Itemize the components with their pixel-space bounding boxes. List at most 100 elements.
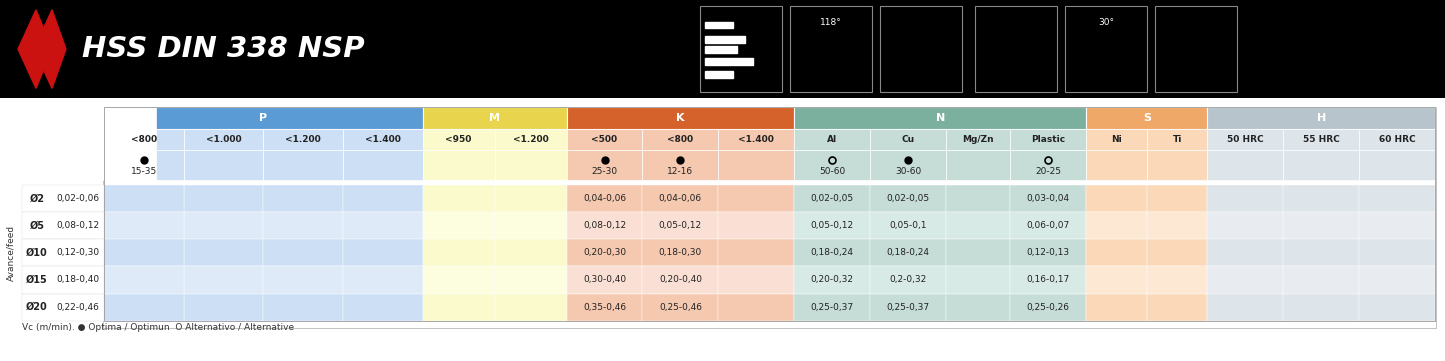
Bar <box>705 36 746 43</box>
Text: 0,2-0,32: 0,2-0,32 <box>889 275 926 284</box>
Bar <box>1360 149 1435 180</box>
Bar <box>342 212 422 239</box>
Text: 60 HRC: 60 HRC <box>1379 135 1416 144</box>
Bar <box>104 185 184 212</box>
Bar <box>795 149 870 180</box>
Text: 15-35: 15-35 <box>130 167 158 176</box>
Text: 0,02-0,05: 0,02-0,05 <box>811 194 854 203</box>
Bar <box>1208 212 1283 239</box>
Bar <box>263 293 342 321</box>
Bar <box>566 129 643 149</box>
Text: 0,05-0,12: 0,05-0,12 <box>659 221 702 230</box>
Bar <box>1087 129 1147 149</box>
Text: 0,30-0,40: 0,30-0,40 <box>582 275 626 284</box>
Text: 0,12-0,13: 0,12-0,13 <box>1026 248 1069 257</box>
Bar <box>643 293 718 321</box>
Text: 0,25-0,46: 0,25-0,46 <box>659 303 702 312</box>
Bar <box>184 212 263 239</box>
Bar <box>1087 149 1147 180</box>
Bar <box>1010 266 1087 293</box>
Bar <box>1208 185 1283 212</box>
Bar <box>870 293 946 321</box>
Bar <box>1087 185 1147 212</box>
Bar <box>22 149 156 180</box>
Bar <box>718 185 795 212</box>
Text: Ø2: Ø2 <box>29 193 45 203</box>
Bar <box>184 239 263 266</box>
Bar <box>1208 266 1283 293</box>
Text: Al: Al <box>827 135 837 144</box>
Bar <box>870 266 946 293</box>
Bar <box>104 212 184 239</box>
Bar <box>184 129 263 149</box>
Bar <box>795 266 870 293</box>
Bar <box>566 266 643 293</box>
Bar <box>643 149 718 180</box>
Bar <box>103 107 1436 328</box>
Bar <box>566 212 643 239</box>
Bar <box>1360 129 1435 149</box>
Bar <box>1360 212 1435 239</box>
Text: <1.200: <1.200 <box>285 135 321 144</box>
Bar <box>975 6 1056 92</box>
Text: 25-30: 25-30 <box>591 167 617 176</box>
Bar <box>795 129 870 149</box>
Bar <box>946 129 1010 149</box>
Bar <box>1147 129 1208 149</box>
Bar <box>342 129 422 149</box>
Bar <box>643 266 718 293</box>
Bar <box>1087 107 1208 129</box>
Bar <box>22 212 104 239</box>
Bar <box>184 293 263 321</box>
Bar <box>1087 266 1147 293</box>
Bar <box>263 129 342 149</box>
Text: 0,35-0,46: 0,35-0,46 <box>582 303 626 312</box>
Text: 0,02-0,05: 0,02-0,05 <box>886 194 929 203</box>
Text: Avance/feed: Avance/feed <box>6 225 16 281</box>
Text: Mg/Zn: Mg/Zn <box>962 135 994 144</box>
Bar <box>422 212 494 239</box>
Bar <box>1065 6 1147 92</box>
Bar <box>643 185 718 212</box>
Bar <box>870 185 946 212</box>
Text: 0,02-0,06: 0,02-0,06 <box>56 194 100 203</box>
Bar <box>22 129 156 149</box>
Bar <box>1208 149 1283 180</box>
Bar <box>184 266 263 293</box>
Bar <box>1283 129 1360 149</box>
Bar <box>494 129 566 149</box>
Bar <box>22 266 104 293</box>
Bar <box>643 129 718 149</box>
Bar <box>1208 239 1283 266</box>
Bar <box>104 293 184 321</box>
Text: N: N <box>935 113 945 123</box>
Text: <1.400: <1.400 <box>738 135 775 144</box>
Bar <box>718 149 795 180</box>
Bar <box>795 107 1087 129</box>
Bar <box>494 293 566 321</box>
Bar <box>22 107 156 129</box>
Bar <box>946 149 1010 180</box>
Bar <box>880 6 962 92</box>
Text: Ø5: Ø5 <box>29 221 45 231</box>
Bar <box>946 185 1010 212</box>
Bar <box>1147 266 1208 293</box>
Bar <box>643 212 718 239</box>
Text: M: M <box>488 113 500 123</box>
Text: 0,08-0,12: 0,08-0,12 <box>582 221 626 230</box>
Bar <box>1283 239 1360 266</box>
Bar <box>184 185 263 212</box>
Text: 12-16: 12-16 <box>668 167 694 176</box>
Bar <box>494 149 566 180</box>
Text: 0,04-0,06: 0,04-0,06 <box>659 194 702 203</box>
Text: <1.000: <1.000 <box>205 135 241 144</box>
Text: H: H <box>1316 113 1327 123</box>
Bar <box>494 266 566 293</box>
Text: 20-25: 20-25 <box>1035 167 1061 176</box>
Bar <box>104 266 184 293</box>
Bar <box>104 107 422 129</box>
Text: 0,18-0,30: 0,18-0,30 <box>659 248 702 257</box>
Text: 30°: 30° <box>1098 18 1114 27</box>
Bar <box>494 239 566 266</box>
Text: 118°: 118° <box>821 18 842 27</box>
